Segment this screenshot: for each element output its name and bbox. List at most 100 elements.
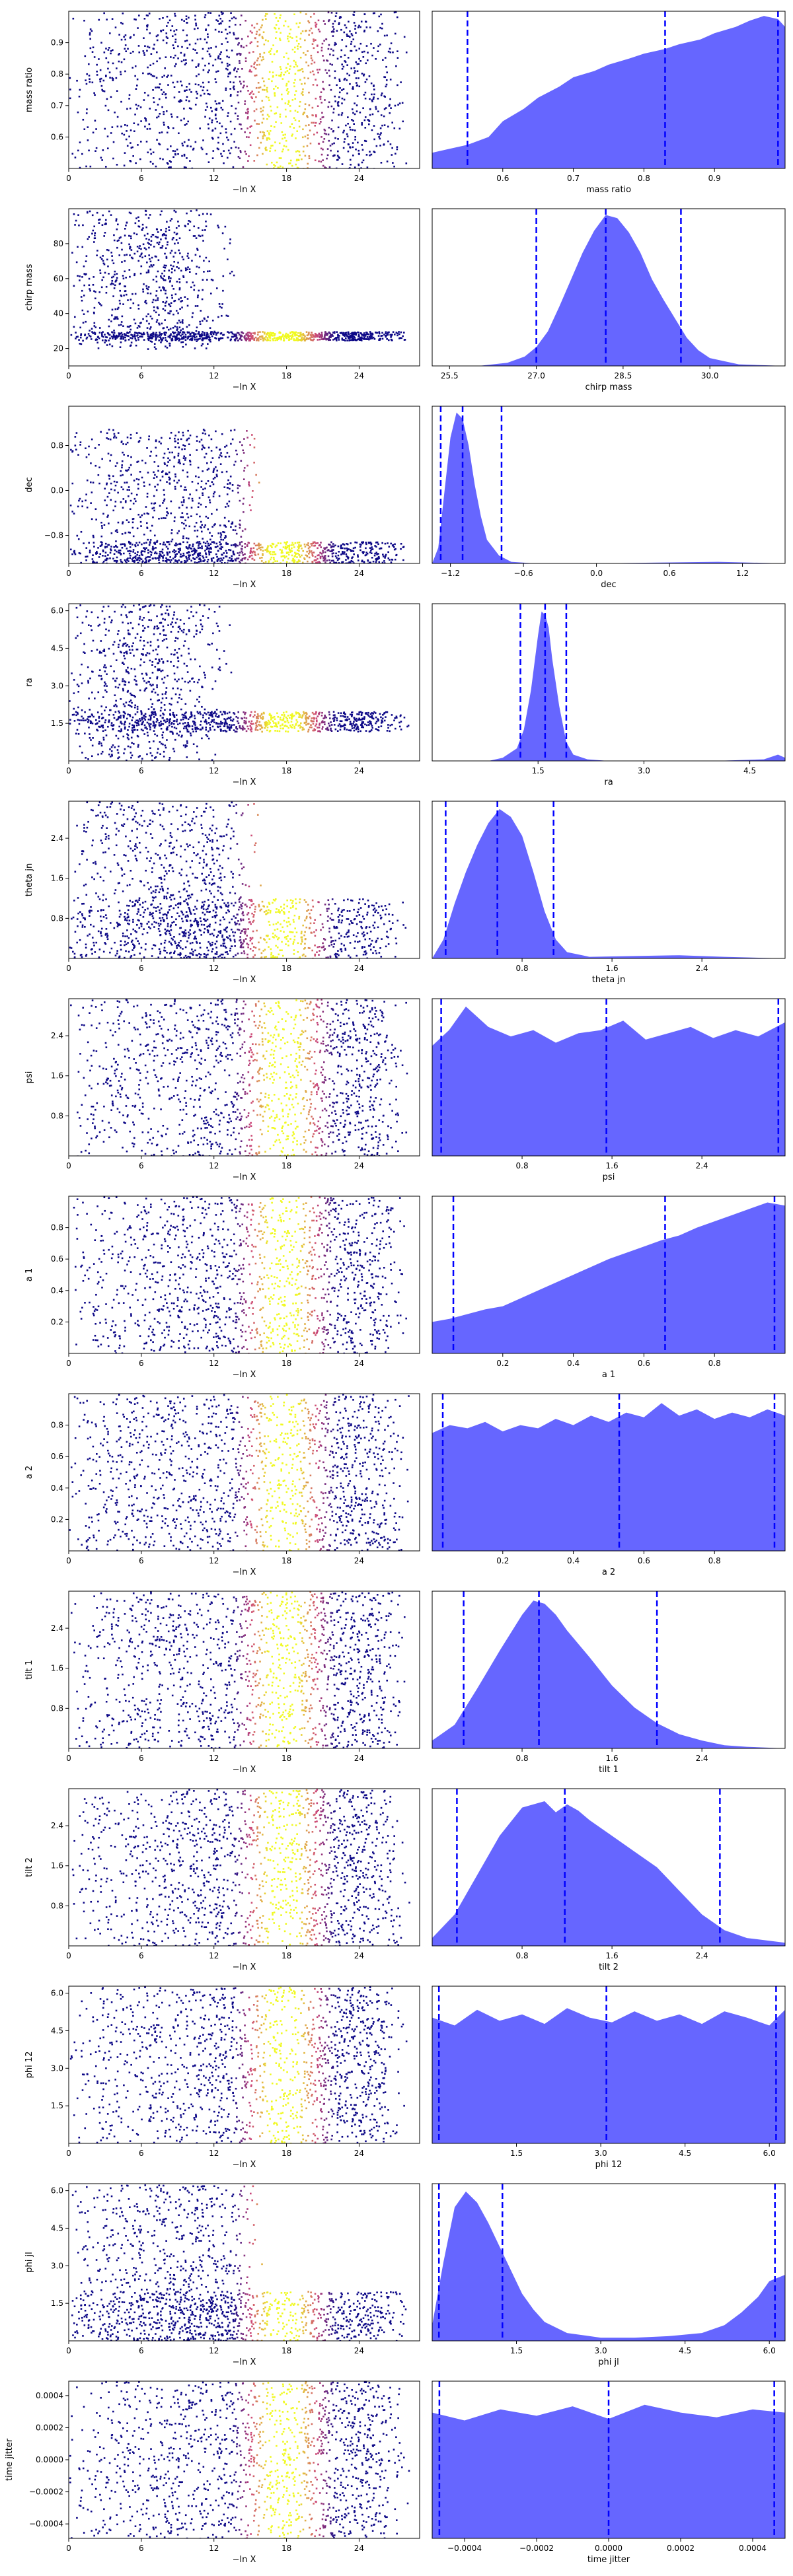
trace-point <box>308 91 310 94</box>
trace-point <box>173 96 176 98</box>
trace-point <box>129 247 131 250</box>
trace-point <box>141 554 143 556</box>
trace-point <box>299 555 301 558</box>
trace-point <box>311 63 313 65</box>
trace-point <box>270 556 273 559</box>
trace-point <box>353 67 356 69</box>
trace-point <box>167 162 169 165</box>
trace-point <box>112 429 114 431</box>
trace-point <box>355 32 357 34</box>
trace-point <box>185 711 187 713</box>
trace-point <box>120 440 123 443</box>
trace-point <box>120 553 122 555</box>
trace-point <box>86 555 89 557</box>
trace-point <box>186 298 189 300</box>
trace-point <box>283 555 285 557</box>
trace-point <box>272 551 274 553</box>
trace-point <box>208 434 210 437</box>
trace-point <box>155 439 157 441</box>
trace-point <box>274 92 276 95</box>
trace-point <box>117 432 120 434</box>
trace-point <box>196 541 199 544</box>
trace-point <box>386 161 389 162</box>
trace-point <box>125 670 128 673</box>
trace-point <box>251 334 254 337</box>
trace-point <box>375 561 377 563</box>
trace-point <box>270 714 272 717</box>
trace-point <box>85 559 87 561</box>
trace-point <box>94 326 97 328</box>
trace-point <box>351 108 354 110</box>
trace-point <box>243 478 245 480</box>
trace-point <box>163 462 166 464</box>
trace-point <box>339 87 341 89</box>
trace-point <box>199 38 202 40</box>
trace-point <box>134 557 137 559</box>
trace-point <box>116 677 118 680</box>
trace-point <box>190 338 192 340</box>
trace-point <box>194 558 196 560</box>
trace-point <box>342 332 344 335</box>
trace-point <box>379 133 381 136</box>
trace-point <box>128 531 130 534</box>
trace-point <box>152 516 154 519</box>
trace-point <box>393 548 396 551</box>
trace-point <box>98 18 100 21</box>
trace-point <box>204 38 206 41</box>
trace-point <box>106 516 108 518</box>
trace-point <box>210 557 213 560</box>
trace-point <box>349 146 351 148</box>
trace-point <box>104 670 106 672</box>
trace-point <box>233 68 235 71</box>
trace-point <box>205 347 208 349</box>
trace-point <box>138 559 141 562</box>
trace-point <box>114 111 116 114</box>
trace-point <box>251 24 253 26</box>
trace-point <box>227 258 229 261</box>
trace-point <box>271 546 273 548</box>
trace-point <box>200 486 202 488</box>
trace-point <box>79 497 81 500</box>
trace-point <box>110 454 112 456</box>
trace-point <box>273 167 275 168</box>
trace-point <box>140 525 142 527</box>
trace-point <box>132 503 135 505</box>
trace-point <box>216 545 219 548</box>
trace-point <box>153 343 156 345</box>
trace-point <box>96 711 99 713</box>
trace-point <box>204 542 207 545</box>
trace-point <box>155 295 157 297</box>
trace-point <box>93 241 95 243</box>
trace-point <box>177 312 179 314</box>
trace-point <box>256 338 258 340</box>
trace-point <box>151 234 154 236</box>
trace-point <box>148 238 150 241</box>
trace-point <box>257 57 259 59</box>
trace-point <box>161 234 164 236</box>
trace-point <box>267 96 270 99</box>
trace-point <box>211 121 213 124</box>
trace-point <box>283 73 285 76</box>
trace-point <box>345 559 347 561</box>
trace-point <box>162 277 164 280</box>
trace-point <box>189 464 192 466</box>
trace-point <box>247 116 249 118</box>
trace-point <box>171 339 174 341</box>
trace-point <box>197 65 200 67</box>
trace-point <box>100 304 102 306</box>
trace-point <box>362 552 365 555</box>
trace-point <box>390 107 392 109</box>
trace-point <box>334 70 336 73</box>
trace-point <box>218 557 220 560</box>
trace-point <box>225 526 227 528</box>
trace-point <box>104 219 107 221</box>
trace-point <box>178 237 181 240</box>
trace-point <box>161 548 164 551</box>
trace-point <box>172 557 174 559</box>
trace-point <box>237 118 239 120</box>
trace-point <box>167 241 169 243</box>
trace-point <box>221 554 223 555</box>
trace-point <box>142 227 144 229</box>
trace-point <box>275 337 278 340</box>
trace-point <box>202 432 204 435</box>
